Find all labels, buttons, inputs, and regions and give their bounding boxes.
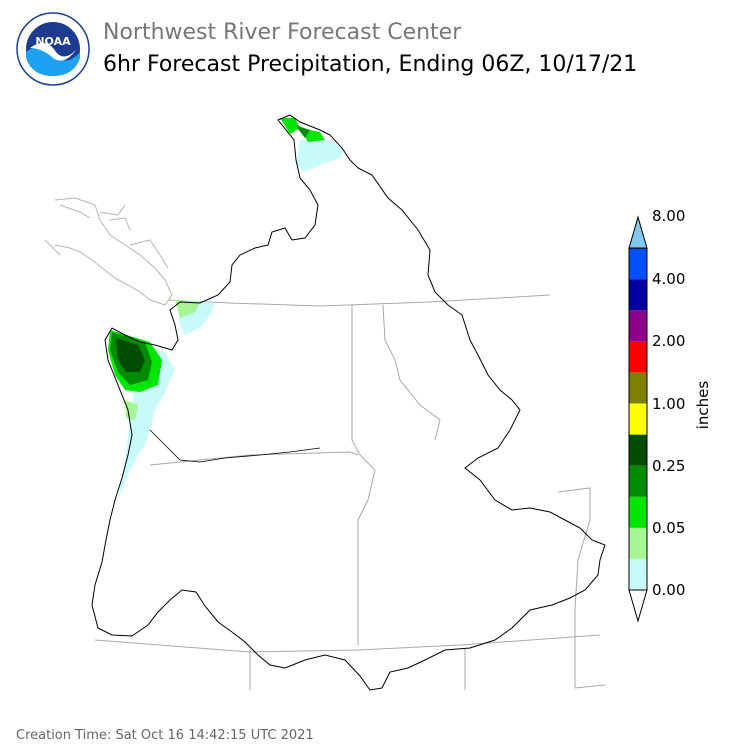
legend-colorbar-frame — [628, 247, 648, 591]
legend-color-swatch — [629, 558, 647, 590]
legend-color-swatch — [628, 215, 648, 249]
legend-color-swatch — [629, 279, 647, 311]
coastline — [44, 197, 173, 306]
legend-color-swatch — [629, 527, 647, 559]
precip-dark-green — [116, 338, 145, 372]
legend-tick-label: 4.00 — [652, 270, 686, 288]
creation-time: Creation Time: Sat Oct 16 14:42:15 UTC 2… — [16, 728, 314, 743]
legend-tick-label: 1.00 — [652, 395, 686, 413]
page-subtitle: 6hr Forecast Precipitation, Ending 06Z, … — [103, 52, 638, 77]
precip-green — [125, 300, 200, 420]
legend-tick-label: 8.00 — [652, 207, 686, 225]
legend-color-swatch — [629, 248, 647, 280]
legend-tick-label: 2.00 — [652, 332, 686, 350]
legend-color-swatch — [629, 434, 647, 466]
noaa-logo: NOAA — [16, 12, 90, 86]
legend-color-swatch — [629, 341, 647, 373]
legend-color-swatch — [629, 496, 647, 528]
sub-basin-outline — [149, 429, 321, 463]
basin-outline — [91, 114, 606, 691]
legend-color-swatch — [629, 465, 647, 497]
state-boundaries — [94, 294, 606, 690]
legend-tick-label: 0.00 — [652, 581, 686, 599]
legend-color-swatch — [628, 589, 648, 623]
noaa-logo-text: NOAA — [35, 35, 71, 48]
legend-tick-label: 0.25 — [652, 457, 686, 475]
legend-color-swatch — [629, 310, 647, 342]
legend-color-swatch — [629, 372, 647, 404]
legend-tick-label: 0.05 — [652, 519, 686, 537]
legend-units-label: inches — [694, 380, 712, 430]
page-title: Northwest River Forecast Center — [103, 20, 462, 45]
legend-color-swatch — [629, 403, 647, 435]
